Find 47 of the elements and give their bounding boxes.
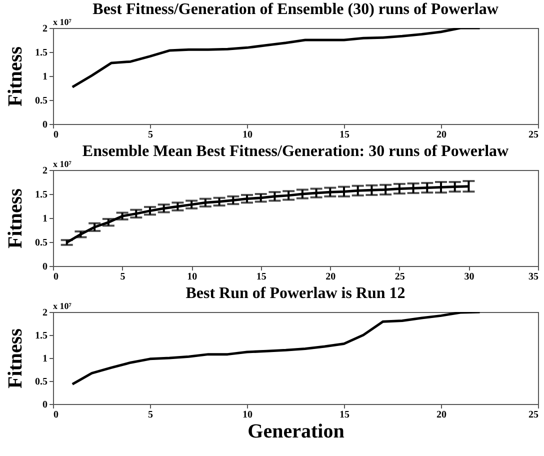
x-tick-label: 15 xyxy=(340,410,350,420)
chart-title: Best Fitness/Generation of Ensemble (30) runs of Powerlaw xyxy=(92,1,499,18)
x-tick-label: 15 xyxy=(340,130,350,140)
x-tick-label: 25 xyxy=(528,410,538,420)
x-tick-label: 25 xyxy=(528,130,538,140)
x-tick-label: 20 xyxy=(436,410,446,420)
y-tick-label: 1.5 xyxy=(35,330,48,342)
line-series xyxy=(71,28,482,88)
x-tick-label: 10 xyxy=(242,130,252,140)
y-axis-title: Fitness xyxy=(4,46,26,106)
y-axis-title: Fitness xyxy=(4,188,26,248)
y-tick-label: 2 xyxy=(42,24,48,34)
x-tick-label: 10 xyxy=(187,272,198,282)
y-tick-label: 2 xyxy=(42,166,48,176)
x-tick-label: 20 xyxy=(436,130,446,140)
x-axis-title: Generation xyxy=(248,420,344,442)
x-tick-label: 5 xyxy=(148,130,153,140)
y-axis-title: Fitness xyxy=(4,328,26,388)
x-tick-label: 0 xyxy=(54,410,58,420)
y-tick-label: 0 xyxy=(42,400,48,410)
x-tick-label: 30 xyxy=(464,272,474,282)
x-tick-label: 10 xyxy=(242,410,252,420)
text: x 10⁷ xyxy=(53,159,72,169)
line-series xyxy=(71,312,482,386)
y-tick-label: 1.5 xyxy=(35,48,48,58)
y-tick-label: 0.5 xyxy=(35,238,48,248)
y-tick-label: 0.5 xyxy=(35,376,48,388)
y-tick-label: 0.5 xyxy=(35,96,48,106)
y-tick-label: 1.5 xyxy=(35,190,48,200)
y-tick-label: 0 xyxy=(42,120,48,130)
text: x 10⁷ xyxy=(53,301,72,311)
text: x 10⁷ xyxy=(53,17,72,27)
y-tick-label: 1 xyxy=(42,72,48,82)
x-tick-label: 5 xyxy=(120,272,126,282)
chart-title: Best Run of Powerlaw is Run 12 xyxy=(186,285,406,302)
x-tick-label: 20 xyxy=(326,272,336,282)
x-tick-label: 0 xyxy=(54,130,58,140)
y-tick-label: 0 xyxy=(42,262,48,272)
chart-title: Ensemble Mean Best Fitness/Generation: 30 runs of Powerlaw xyxy=(82,143,510,160)
x-tick-label: 15 xyxy=(256,272,266,282)
x-tick-label: 35 xyxy=(528,272,538,282)
x-tick-label: 25 xyxy=(394,272,405,282)
y-tick-label: 1 xyxy=(42,354,48,364)
x-tick-label: 5 xyxy=(148,410,153,420)
y-tick-label: 2 xyxy=(42,308,48,318)
x-tick-label: 0 xyxy=(54,272,58,282)
y-tick-label: 1 xyxy=(42,214,48,224)
